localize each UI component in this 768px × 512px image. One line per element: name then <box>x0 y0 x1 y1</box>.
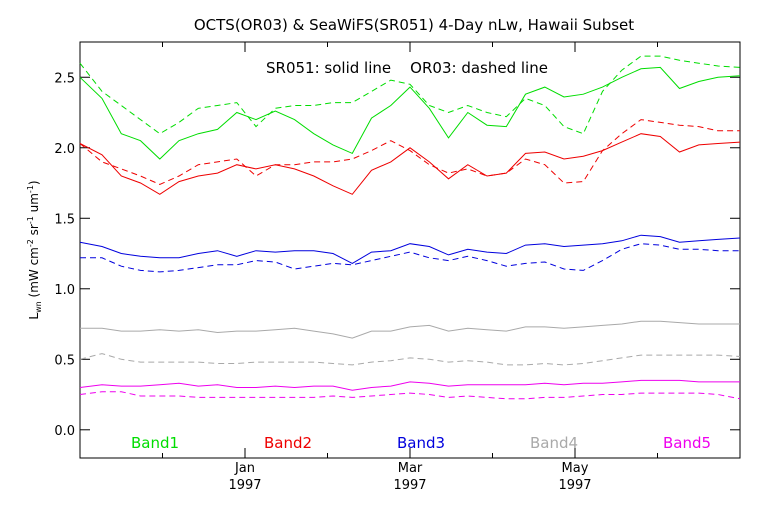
y-axis-label: Lwn (mW cm-2 sr-1 um-1) <box>26 180 43 319</box>
series-band5-dashed <box>79 391 741 400</box>
band-label-band2: Band2 <box>264 434 312 452</box>
series-band3-solid <box>79 234 741 264</box>
series-layer <box>79 55 741 400</box>
y-tick-label: 0.0 <box>54 424 75 439</box>
x-tick-label-year: 1997 <box>558 478 591 493</box>
series-band4-dashed <box>79 353 741 366</box>
line-style-annotation: SR051: solid line OR03: dashed line <box>266 59 548 77</box>
series-band2-dashed <box>79 119 740 185</box>
series-band1-dashed <box>79 55 741 135</box>
series-band2-solid <box>79 133 741 195</box>
series-band4-solid <box>80 320 740 339</box>
y-tick-label: 2.0 <box>54 142 75 157</box>
y-axis: 0.0 0.5 1.0 1.5 2.0 2.5 <box>54 71 740 439</box>
y-tick-label: 2.5 <box>54 71 75 86</box>
band-label-band4: Band4 <box>530 434 578 452</box>
series-band5-solid <box>79 379 740 391</box>
band-label-band1: Band1 <box>131 434 179 452</box>
band-label-band5: Band5 <box>663 434 711 452</box>
chart-title: OCTS(OR03) & SeaWiFS(SR051) 4-Day nLw, H… <box>194 16 634 34</box>
x-axis: Jan 1997 Mar 1997 May 1997 <box>162 42 658 493</box>
x-tick-label-year: 1997 <box>228 478 261 493</box>
x-tick-label-year: 1997 <box>393 478 426 493</box>
x-tick-label-month: May <box>562 461 589 476</box>
y-tick-label: 1.5 <box>54 212 75 227</box>
x-tick-label-month: Mar <box>398 461 423 476</box>
plot-frame <box>79 41 741 459</box>
series-band3-dashed <box>80 243 740 273</box>
y-tick-label: 0.5 <box>54 353 75 368</box>
band-labels: Band1 Band2 Band3 Band4 Band5 <box>131 434 711 452</box>
series-band1-solid <box>79 66 741 160</box>
y-tick-label: 1.0 <box>54 283 75 298</box>
x-tick-label-month: Jan <box>234 461 255 476</box>
band-label-band3: Band3 <box>397 434 445 452</box>
